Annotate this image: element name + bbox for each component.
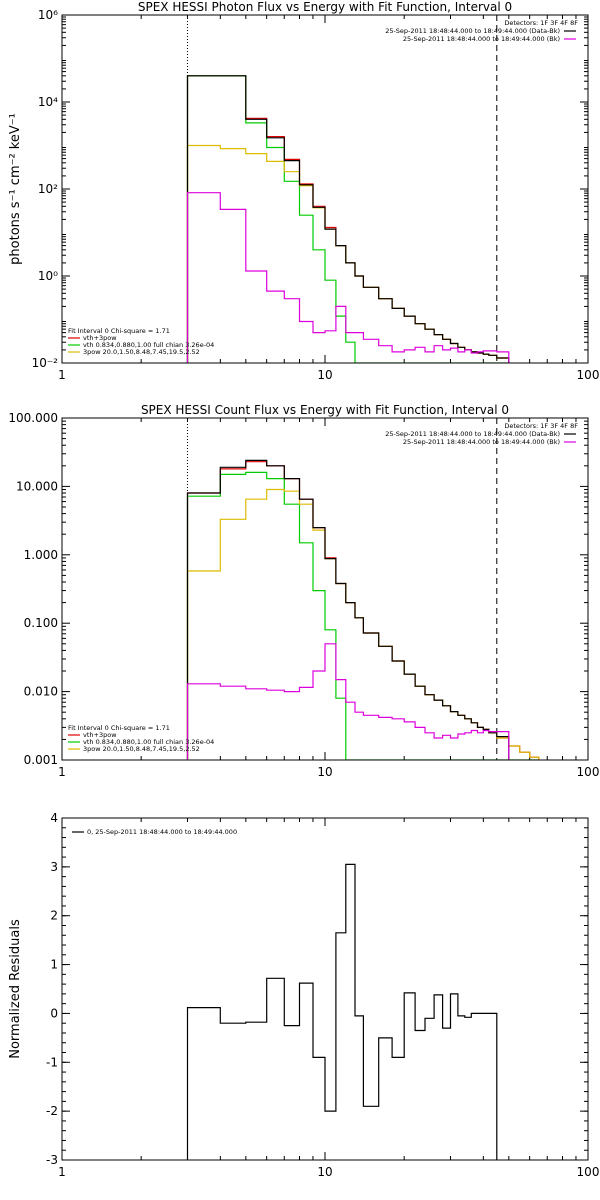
y-tick-label: 3 bbox=[50, 860, 58, 874]
series-line-5 bbox=[186, 643, 510, 760]
y-tick-label: 1 bbox=[50, 958, 58, 972]
chart-panel-2: SPEX HESSI Count Flux vs Energy with Fit… bbox=[8, 403, 599, 779]
series-line-5 bbox=[186, 192, 510, 363]
series-line-1 bbox=[186, 461, 540, 760]
series-line-2 bbox=[186, 471, 540, 760]
y-tick-label: 0.001 bbox=[24, 753, 58, 767]
y-tick-label: 0.010 bbox=[24, 685, 58, 699]
legend-left-label: vth 0.834,0.880,1.00 full chian 3.26e-04 bbox=[83, 341, 214, 349]
legend-left-label: 3pow 20.0,1.50,8.48,7.45,19.5,2.52 bbox=[83, 348, 200, 356]
y-axis-label: Normalized Residuals bbox=[8, 919, 23, 1059]
legend-left-label: vth 0.834,0.880,1.00 full chian 3.26e-04 bbox=[83, 738, 214, 746]
plot-frame bbox=[61, 14, 589, 364]
series-line-1 bbox=[186, 75, 510, 363]
x-tick-label: 100 bbox=[577, 1165, 600, 1179]
y-tick-label: 10⁶ bbox=[38, 8, 58, 22]
series-line-1 bbox=[186, 863, 498, 1160]
y-tick-label: -3 bbox=[46, 1153, 58, 1167]
x-tick-label: 100 bbox=[577, 765, 600, 779]
y-tick-label: 2 bbox=[50, 909, 58, 923]
chart-title: SPEX HESSI Photon Flux vs Energy with Fi… bbox=[138, 0, 512, 14]
x-tick-label: 10 bbox=[317, 1165, 332, 1179]
plot-frame bbox=[61, 817, 589, 1161]
chart-panel-1: SPEX HESSI Photon Flux vs Energy with Fi… bbox=[8, 0, 599, 382]
x-tick-label: 10 bbox=[317, 765, 332, 779]
series-line-4 bbox=[186, 75, 510, 363]
x-tick-label: 1 bbox=[58, 765, 66, 779]
y-tick-label: 1.000 bbox=[24, 548, 58, 562]
y-tick-label: 10⁴ bbox=[38, 95, 58, 109]
detectors-label: Detectors: 1F 3F 4F 8F bbox=[504, 19, 578, 27]
y-tick-label: 10⁰ bbox=[38, 269, 58, 283]
legend-left-title: Fit Interval 0 Chi-square = 1.71 bbox=[68, 724, 170, 732]
x-tick-label: 100 bbox=[577, 368, 600, 382]
plot-area bbox=[186, 863, 498, 1160]
y-tick-label: 10.000 bbox=[16, 479, 58, 493]
legend-right-label: 25-Sep-2011 18:48:44.000 to 18:49:44.000… bbox=[385, 27, 560, 35]
y-tick-label: 4 bbox=[50, 811, 58, 825]
y-axis-label: photons s⁻¹ cm⁻² keV⁻¹ bbox=[8, 113, 23, 265]
legend-left-label: vth+3pow bbox=[83, 731, 117, 739]
legend-left-label: vth+3pow bbox=[83, 334, 117, 342]
series-line-2 bbox=[186, 75, 510, 363]
x-tick-label: 1 bbox=[58, 368, 66, 382]
legend-label: 0, 25-Sep-2011 18:48:44.000 to 18:49:44.… bbox=[87, 828, 237, 836]
chart-panel-3: Normalized Residuals 1 10 100 -3 -2 -1 0 1 2 3 4 0, … bbox=[8, 811, 599, 1179]
y-tick-label: -2 bbox=[46, 1104, 58, 1118]
series-line-4 bbox=[186, 459, 510, 760]
detectors-label: Detectors: 1F 3F 4F 8F bbox=[504, 422, 578, 430]
legend-left-title: Fit Interval 0 Chi-square = 1.71 bbox=[68, 327, 170, 335]
legend-right-label: 25-Sep-2011 18:48:44.000 to 18:49:44.000… bbox=[403, 35, 560, 43]
plot-frame bbox=[61, 417, 589, 761]
legend-right-label: 25-Sep-2011 18:48:44.000 to 18:49:44.000… bbox=[403, 438, 560, 446]
plot-area bbox=[186, 75, 510, 363]
y-tick-label: 0 bbox=[50, 1006, 58, 1020]
y-tick-label: 10² bbox=[38, 182, 58, 196]
y-tick-label: 10⁻² bbox=[32, 356, 59, 370]
legend-right-label: 25-Sep-2011 18:48:44.000 to 18:49:44.000… bbox=[385, 430, 560, 438]
y-tick-label: 0.100 bbox=[24, 616, 58, 630]
x-tick-label: 1 bbox=[58, 1165, 66, 1179]
legend-left-label: 3pow 20.0,1.50,8.48,7.45,19.5,2.52 bbox=[83, 745, 200, 753]
x-tick-label: 10 bbox=[317, 368, 332, 382]
plot-area bbox=[186, 459, 540, 760]
y-tick-label: 100.000 bbox=[8, 411, 58, 425]
chart-title: SPEX HESSI Count Flux vs Energy with Fit… bbox=[141, 403, 509, 417]
series-line-3 bbox=[186, 144, 510, 363]
y-tick-label: -1 bbox=[46, 1055, 58, 1069]
